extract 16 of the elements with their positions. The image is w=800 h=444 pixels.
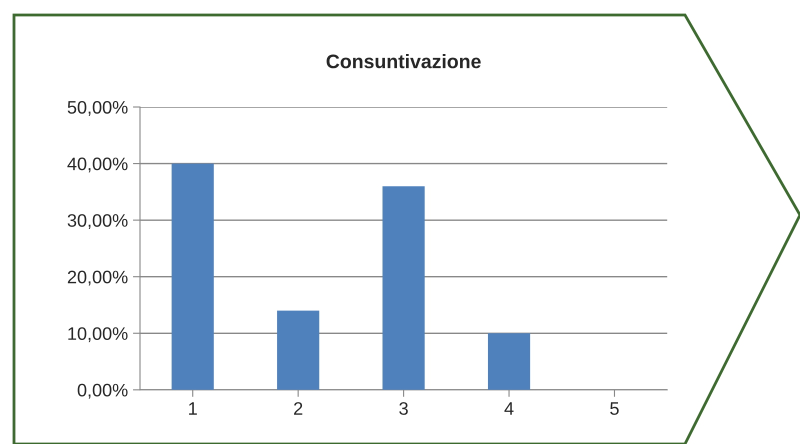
x-tick-label: 3 [399,402,408,415]
bar [382,186,425,390]
y-tick-label: 30,00% [68,214,128,229]
y-tick-label: 20,00% [68,270,128,286]
bar [488,333,530,390]
x-tick-label: 4 [504,402,514,415]
y-tick-label: 50,00% [68,100,128,116]
x-tick-label: 1 [189,402,197,415]
y-tick-label: 40,00% [67,158,128,172]
chart-title: Consuntivazione [326,54,481,68]
y-tick-label: 0,00% [78,384,128,399]
bar [172,164,214,390]
bar [277,310,320,390]
x-tick-label: 2 [294,402,302,415]
y-tick-label: 10,00% [68,327,128,342]
x-tick-label: 5 [610,402,619,415]
